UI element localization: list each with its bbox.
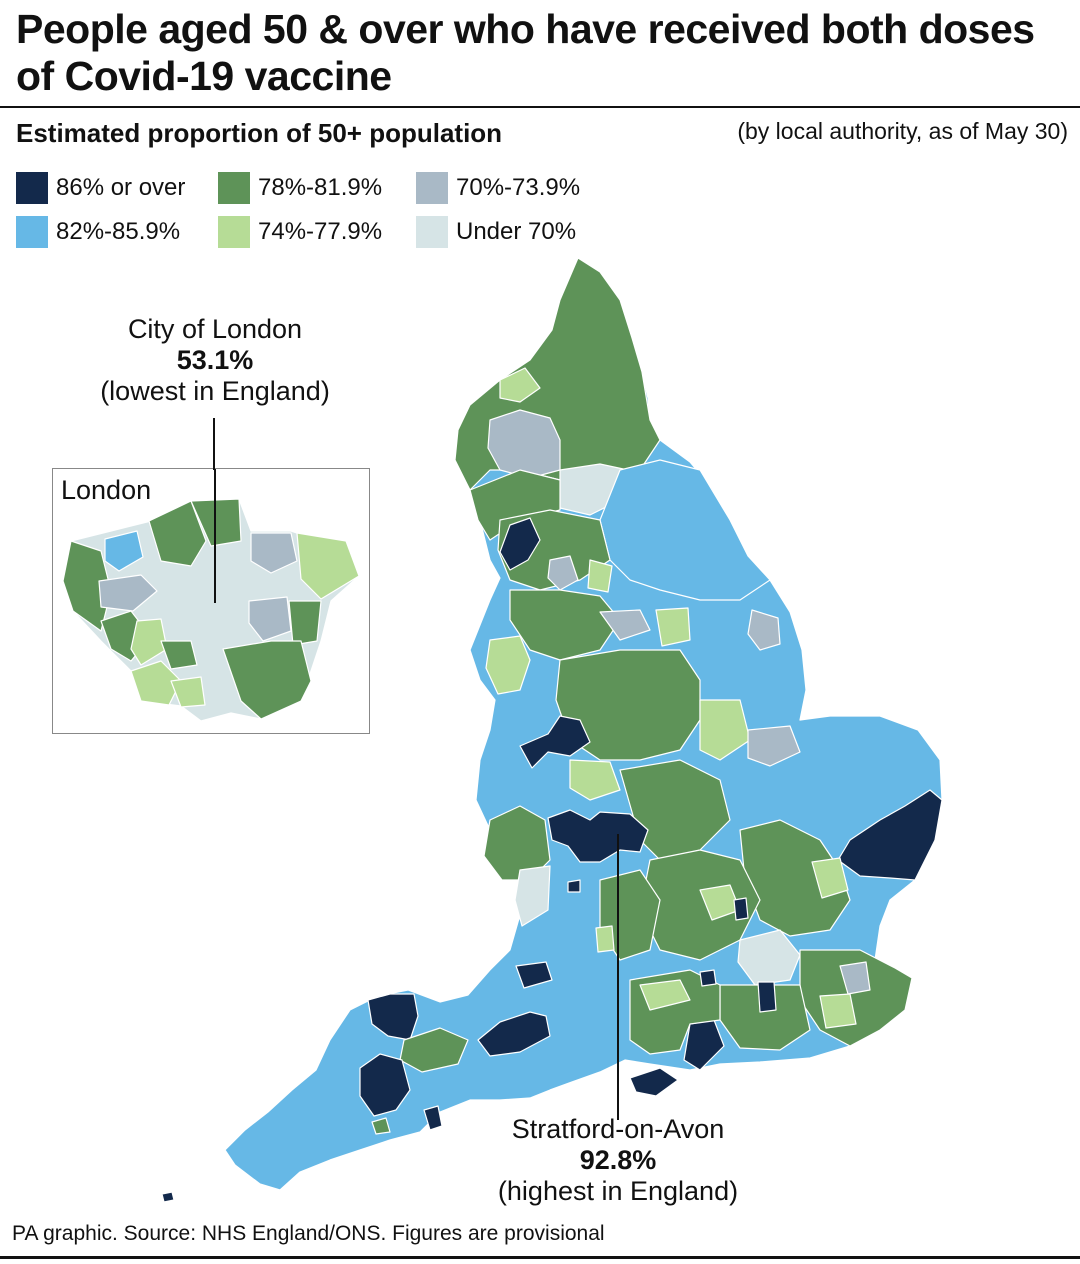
legend-label: 82%-85.9% bbox=[56, 218, 181, 245]
richmond-lightgreen bbox=[130, 618, 168, 666]
legend-item: 70%-73.9% bbox=[416, 172, 580, 204]
legend-swatch bbox=[416, 216, 448, 248]
legend-item: 86% or over bbox=[16, 172, 185, 204]
sutton-lightgreen bbox=[170, 676, 206, 708]
highest-place: Stratford-on-Avon bbox=[511, 1114, 725, 1144]
lancs-grey bbox=[547, 555, 579, 591]
mids-navy-small bbox=[567, 879, 581, 893]
essex-navy bbox=[733, 897, 749, 921]
bexley-green bbox=[288, 600, 322, 646]
west-mids-lightgreen bbox=[569, 759, 621, 801]
legend-item: 82%-85.9% bbox=[16, 216, 180, 248]
london-inset: London bbox=[52, 468, 370, 734]
england-map bbox=[161, 257, 943, 1203]
glos-lightgrey bbox=[514, 865, 551, 927]
date-note: (by local authority, as of May 30) bbox=[737, 118, 1068, 144]
chart-subtitle: Estimated proportion of 50+ population bbox=[16, 118, 503, 148]
lowest-place: City of London bbox=[127, 314, 303, 344]
legend-label: 74%-77.9% bbox=[258, 218, 383, 245]
bromley-green bbox=[222, 640, 312, 720]
legend-label: 86% or over bbox=[56, 174, 186, 201]
redbridge-grey bbox=[250, 532, 298, 574]
legend-swatch bbox=[16, 216, 48, 248]
devon-north-navy bbox=[367, 993, 419, 1041]
greenwich-grey bbox=[248, 596, 292, 642]
south-navy-small bbox=[699, 969, 717, 987]
yorks-lightgreen bbox=[655, 607, 691, 647]
cheshire-lightgreen bbox=[485, 635, 531, 695]
legend-swatch bbox=[218, 172, 250, 204]
lakes-lightgreen bbox=[499, 367, 541, 403]
yorks-grey bbox=[599, 609, 651, 641]
manchester-green bbox=[509, 589, 621, 661]
legend-swatch bbox=[416, 172, 448, 204]
lincs-grey bbox=[747, 609, 781, 651]
barnet-green bbox=[148, 500, 207, 567]
lowest-note: (lowest in England) bbox=[100, 376, 330, 406]
london-area-lightgrey bbox=[737, 929, 801, 986]
east-midlands-lightgreen bbox=[699, 699, 751, 761]
legend-label: 70%-73.9% bbox=[456, 174, 581, 201]
hants-lightgreen bbox=[639, 979, 691, 1011]
legend: 86% or over 78%-81.9% 70%-73.9% 82%-85.9… bbox=[16, 172, 636, 262]
source-credit: PA graphic. Source: NHS England/ONS. Fig… bbox=[12, 1222, 605, 1245]
lancs-lightgreen bbox=[587, 559, 613, 593]
title-rule bbox=[0, 106, 1080, 108]
highest-value: 92.8% bbox=[579, 1145, 657, 1175]
legend-item: 74%-77.9% bbox=[218, 216, 382, 248]
wilts-navy bbox=[515, 961, 553, 989]
west-london-green bbox=[62, 540, 112, 632]
kent-grey bbox=[839, 961, 871, 995]
london-map bbox=[62, 469, 360, 722]
inset-title: London bbox=[61, 475, 152, 505]
herts-lightgreen bbox=[811, 857, 849, 899]
somerset-navy bbox=[477, 1011, 551, 1057]
chart-title: People aged 50 & over who have received … bbox=[16, 6, 1035, 99]
lowest-annotation: City of London 53.1% (lowest in England) bbox=[60, 314, 370, 407]
shropshire-navy bbox=[519, 715, 591, 769]
stratford-navy bbox=[547, 809, 649, 863]
legend-item: Under 70% bbox=[416, 216, 576, 248]
blackpool-navy bbox=[499, 517, 541, 571]
torbay-navy bbox=[423, 1105, 443, 1131]
merton-green bbox=[160, 640, 198, 670]
legend-swatch bbox=[16, 172, 48, 204]
harrow-blue bbox=[104, 530, 144, 572]
kent-lightgreen bbox=[819, 993, 857, 1029]
ealing-grey bbox=[98, 574, 158, 612]
iow-navy bbox=[629, 1067, 679, 1097]
legend-label: 78%-81.9% bbox=[258, 174, 383, 201]
plymouth-green bbox=[371, 1117, 391, 1135]
legend-swatch bbox=[218, 216, 250, 248]
highest-annotation: Stratford-on-Avon 92.8% (highest in Engl… bbox=[470, 1114, 766, 1207]
suffolk-navy bbox=[837, 789, 943, 881]
sussex-navy2 bbox=[757, 981, 777, 1013]
bottom-rule bbox=[0, 1256, 1080, 1259]
devon-south-navy bbox=[359, 1053, 411, 1117]
lowest-value: 53.1% bbox=[176, 345, 254, 375]
legend-item: 78%-81.9% bbox=[218, 172, 382, 204]
oxon-lightgreen bbox=[595, 925, 615, 953]
scilly-isles bbox=[161, 1191, 175, 1203]
havering-lightgreen bbox=[296, 532, 360, 600]
legend-label: Under 70% bbox=[456, 218, 577, 245]
highest-note: (highest in England) bbox=[497, 1176, 739, 1206]
lincs-grey2 bbox=[747, 725, 801, 767]
